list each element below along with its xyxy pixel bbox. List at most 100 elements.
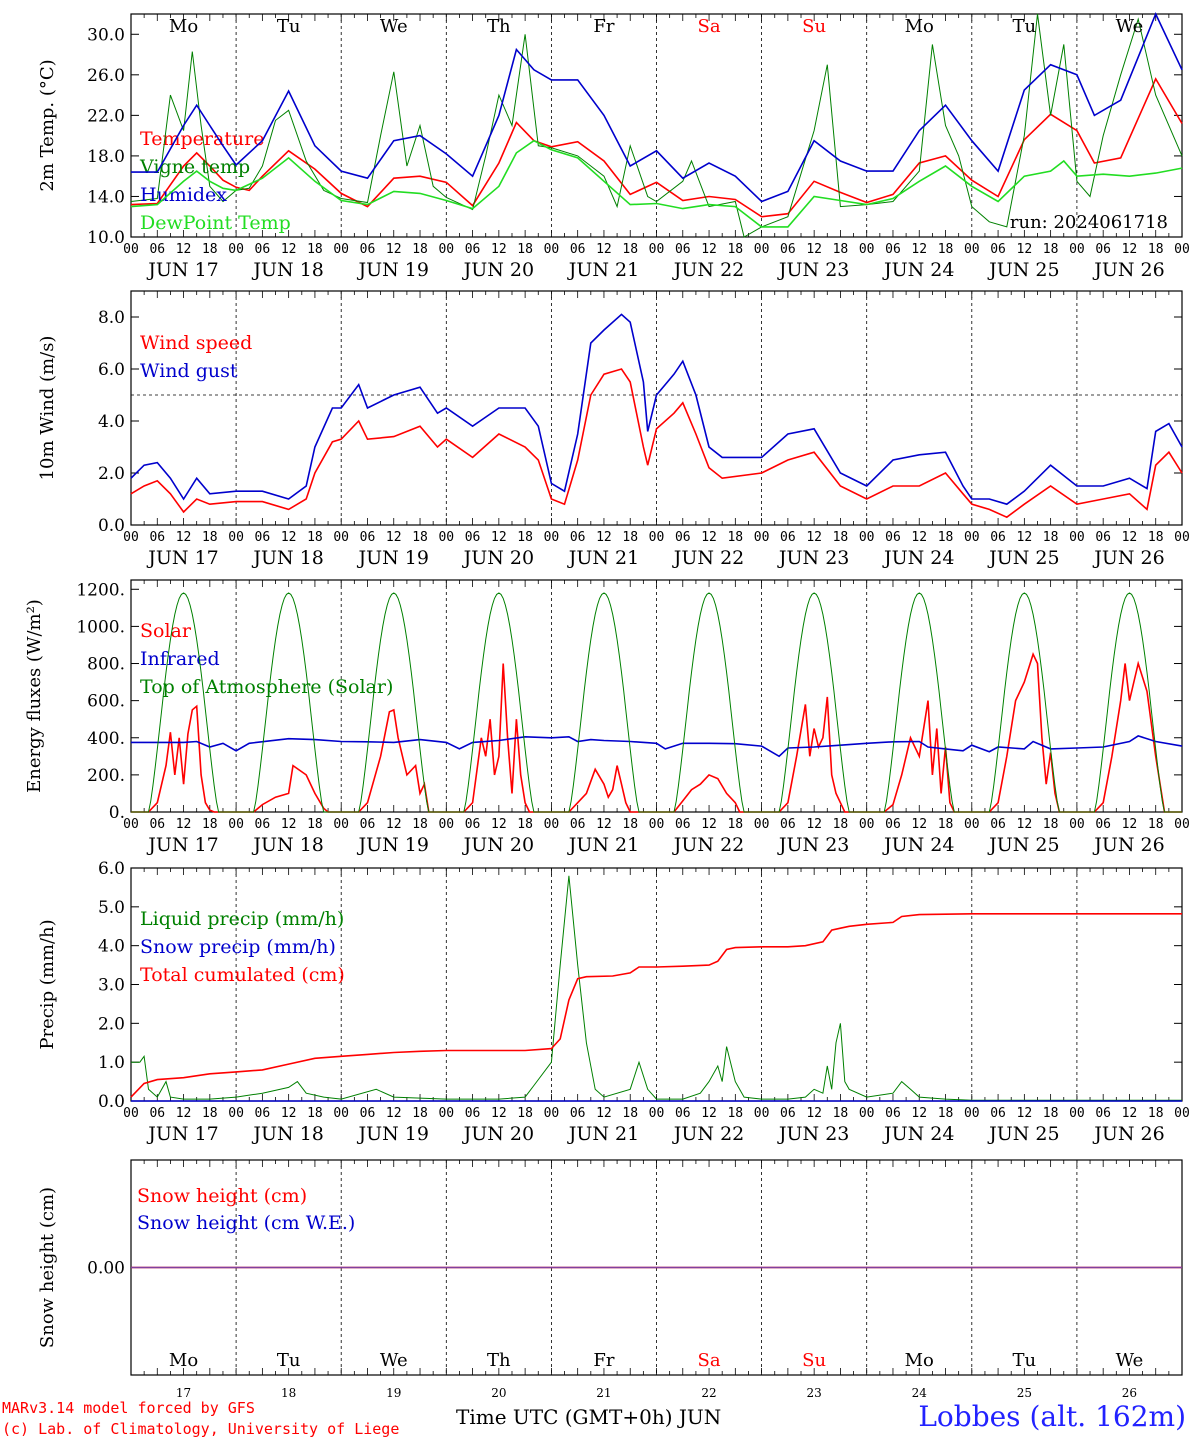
date-label: JUN 24 xyxy=(882,834,954,856)
day-name: Tu xyxy=(277,1350,301,1371)
hour-tick-label: 00 xyxy=(544,1106,560,1121)
hour-tick-label: 00 xyxy=(333,242,349,257)
date-label: JUN 26 xyxy=(1092,259,1164,281)
hour-tick-label: 06 xyxy=(885,242,901,257)
hour-tick-label: 00 xyxy=(228,1106,244,1121)
run-label: run: 2024061718 xyxy=(1010,212,1168,233)
hour-tick-label: 00 xyxy=(964,1106,980,1121)
y-tick-label: 6.0 xyxy=(98,859,125,879)
hour-tick-label: 12 xyxy=(911,530,927,545)
hour-tick-label: 12 xyxy=(386,1106,402,1121)
hour-tick-label: 06 xyxy=(780,242,796,257)
hour-tick-label: 06 xyxy=(255,242,271,257)
day-number-label: 18 xyxy=(281,1386,296,1400)
hour-tick-label: 06 xyxy=(675,242,691,257)
legend-label: Wind speed xyxy=(140,332,252,354)
hour-tick-label: 18 xyxy=(1148,242,1164,257)
hour-tick-label: 12 xyxy=(281,817,297,832)
hour-tick-label: 06 xyxy=(1095,242,1111,257)
legend-label: Snow height (cm W.E.) xyxy=(137,1212,355,1234)
day-name: Sa xyxy=(698,16,721,37)
date-label: JUN 23 xyxy=(777,834,849,856)
day-number-label: 22 xyxy=(701,1386,716,1400)
hour-tick-label: 18 xyxy=(307,242,323,257)
legend-label: Top of Atmosphere (Solar) xyxy=(140,676,393,698)
y-axis-label: 10m Wind (m/s) xyxy=(37,336,58,481)
hour-tick-label: 00 xyxy=(754,1106,770,1121)
hour-tick-label: 18 xyxy=(517,1106,533,1121)
hour-tick-label: 12 xyxy=(806,817,822,832)
footer-lab-credit: (c) Lab. of Climatology, University of L… xyxy=(2,1420,400,1438)
legend-label: Infrared xyxy=(140,648,220,670)
series-line xyxy=(130,313,1183,506)
hour-tick-label: 18 xyxy=(938,1106,954,1121)
y-tick-label: 30.0 xyxy=(87,25,125,45)
hour-tick-label: 18 xyxy=(517,817,533,832)
legend-label: Snow height (cm) xyxy=(137,1185,307,1207)
hour-tick-label: 12 xyxy=(596,1106,612,1121)
date-label: JUN 20 xyxy=(462,1123,534,1145)
y-tick-label: 4.0 xyxy=(98,937,125,957)
date-label: JUN 22 xyxy=(672,834,744,856)
hour-tick-label: 12 xyxy=(1017,1106,1033,1121)
hour-tick-label: 18 xyxy=(833,242,849,257)
hour-tick-label: 12 xyxy=(701,530,717,545)
hour-tick-label: 00 xyxy=(333,817,349,832)
hour-tick-label: 18 xyxy=(307,817,323,832)
y-tick-label: 600. xyxy=(87,692,125,712)
day-number-label: 24 xyxy=(912,1386,928,1400)
hour-tick-label: 00 xyxy=(754,817,770,832)
legend-label: Wind gust xyxy=(140,360,238,382)
date-label: JUN 24 xyxy=(882,547,954,569)
hour-tick-label: 06 xyxy=(885,1106,901,1121)
legend-label: DewPoint Temp xyxy=(140,212,291,234)
hour-tick-label: 00 xyxy=(228,817,244,832)
hour-tick-label: 12 xyxy=(491,530,507,545)
series-line xyxy=(131,592,1182,813)
day-name: Su xyxy=(802,1350,826,1371)
legend-label: Temperature xyxy=(140,128,264,150)
day-name: Th xyxy=(487,1350,511,1371)
series-line xyxy=(130,77,1183,218)
hour-tick-label: 18 xyxy=(938,242,954,257)
date-label: JUN 24 xyxy=(882,1123,954,1145)
date-label: JUN 25 xyxy=(987,1123,1059,1145)
hour-tick-label: 18 xyxy=(1043,242,1059,257)
y-tick-label: 26.0 xyxy=(87,66,125,86)
time-axis-title: Time UTC (GMT+0h) JUN xyxy=(456,1405,722,1429)
hour-tick-label: 18 xyxy=(412,242,428,257)
date-label: JUN 18 xyxy=(251,547,323,569)
hour-tick-label: 06 xyxy=(990,242,1006,257)
hour-tick-label: 06 xyxy=(360,1106,376,1121)
date-label: JUN 22 xyxy=(672,259,744,281)
day-number-label: 23 xyxy=(807,1386,822,1400)
hour-tick-label: 06 xyxy=(780,1106,796,1121)
hour-tick-label: 00 xyxy=(228,530,244,545)
y-tick-label: 0.0 xyxy=(98,1092,125,1112)
hour-tick-label: 12 xyxy=(386,530,402,545)
day-number-label: 17 xyxy=(176,1386,191,1400)
day-name: We xyxy=(1116,1350,1144,1371)
date-label: JUN 25 xyxy=(987,547,1059,569)
hour-tick-label: 06 xyxy=(1095,1106,1111,1121)
hour-tick-label: 12 xyxy=(911,1106,927,1121)
hour-tick-label: 18 xyxy=(517,242,533,257)
date-label: JUN 22 xyxy=(672,1123,744,1145)
hour-tick-label: 00 xyxy=(649,530,665,545)
hour-tick-label: 12 xyxy=(806,1106,822,1121)
series-line xyxy=(131,875,1182,1101)
date-label: JUN 20 xyxy=(462,547,534,569)
hour-tick-label: 12 xyxy=(491,1106,507,1121)
hour-tick-label: 18 xyxy=(622,1106,638,1121)
hour-tick-label: 06 xyxy=(360,530,376,545)
hour-tick-label: 00 xyxy=(333,530,349,545)
hour-tick-label: 12 xyxy=(701,817,717,832)
hour-tick-label: 18 xyxy=(202,1106,218,1121)
hour-tick-label: 00 xyxy=(1174,530,1190,545)
hour-tick-label: 06 xyxy=(780,817,796,832)
day-name: Sa xyxy=(698,1350,721,1371)
hour-tick-label: 18 xyxy=(938,817,954,832)
hour-tick-label: 18 xyxy=(307,530,323,545)
hour-tick-label: 00 xyxy=(649,1106,665,1121)
hour-tick-label: 00 xyxy=(754,242,770,257)
